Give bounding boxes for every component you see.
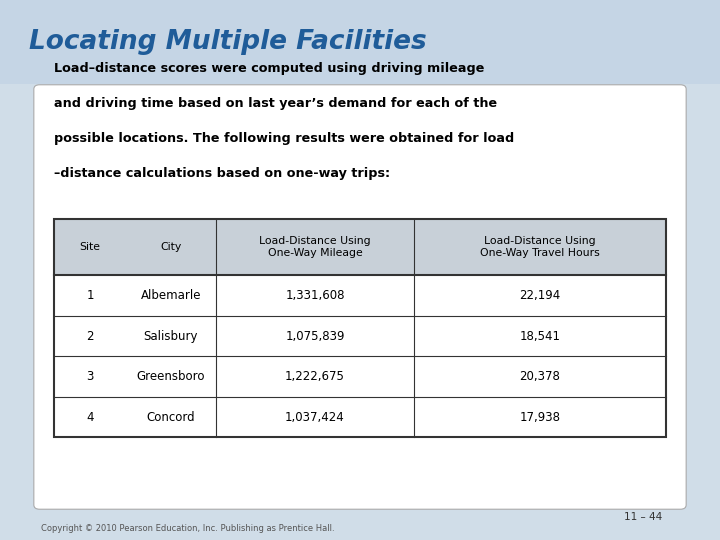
Text: Albemarle: Albemarle (140, 289, 202, 302)
Text: Concord: Concord (147, 410, 195, 424)
Bar (0, 0, 720, 84)
Bar (54, 356, 666, 397)
FancyBboxPatch shape (34, 85, 686, 509)
Text: Site: Site (79, 242, 101, 252)
Text: 1,075,839: 1,075,839 (285, 329, 345, 343)
Text: Salisbury: Salisbury (144, 329, 198, 343)
Bar (54, 219, 666, 275)
Text: 4: 4 (86, 410, 94, 424)
Bar (54, 316, 666, 356)
Text: possible locations. The following results were obtained for load: possible locations. The following result… (54, 132, 514, 145)
Text: Locating Multiple Facilities: Locating Multiple Facilities (29, 29, 426, 55)
Text: Load-Distance Using
One-Way Mileage: Load-Distance Using One-Way Mileage (259, 236, 371, 258)
Text: Copyright © 2010 Pearson Education, Inc. Publishing as Prentice Hall.: Copyright © 2010 Pearson Education, Inc.… (41, 524, 335, 532)
Text: 1,331,608: 1,331,608 (285, 289, 345, 302)
Text: 1,222,675: 1,222,675 (285, 370, 345, 383)
Text: 18,541: 18,541 (520, 329, 560, 343)
Text: and driving time based on last year’s demand for each of the: and driving time based on last year’s de… (54, 97, 497, 110)
Text: 1: 1 (86, 289, 94, 302)
Text: 20,378: 20,378 (520, 370, 560, 383)
Text: Load–distance scores were computed using driving mileage: Load–distance scores were computed using… (54, 62, 485, 75)
Text: –distance calculations based on one-way trips:: –distance calculations based on one-way … (54, 167, 390, 180)
Bar (54, 219, 666, 437)
Text: 2: 2 (86, 329, 94, 343)
Text: Greensboro: Greensboro (137, 370, 205, 383)
Text: Load-Distance Using
One-Way Travel Hours: Load-Distance Using One-Way Travel Hours (480, 236, 600, 258)
Bar (54, 275, 666, 316)
Text: 17,938: 17,938 (520, 410, 560, 424)
Text: City: City (161, 242, 181, 252)
Text: 1,037,424: 1,037,424 (285, 410, 345, 424)
Text: 11 – 44: 11 – 44 (624, 512, 662, 522)
Text: 3: 3 (86, 370, 94, 383)
Text: 22,194: 22,194 (519, 289, 561, 302)
Bar (54, 397, 666, 437)
